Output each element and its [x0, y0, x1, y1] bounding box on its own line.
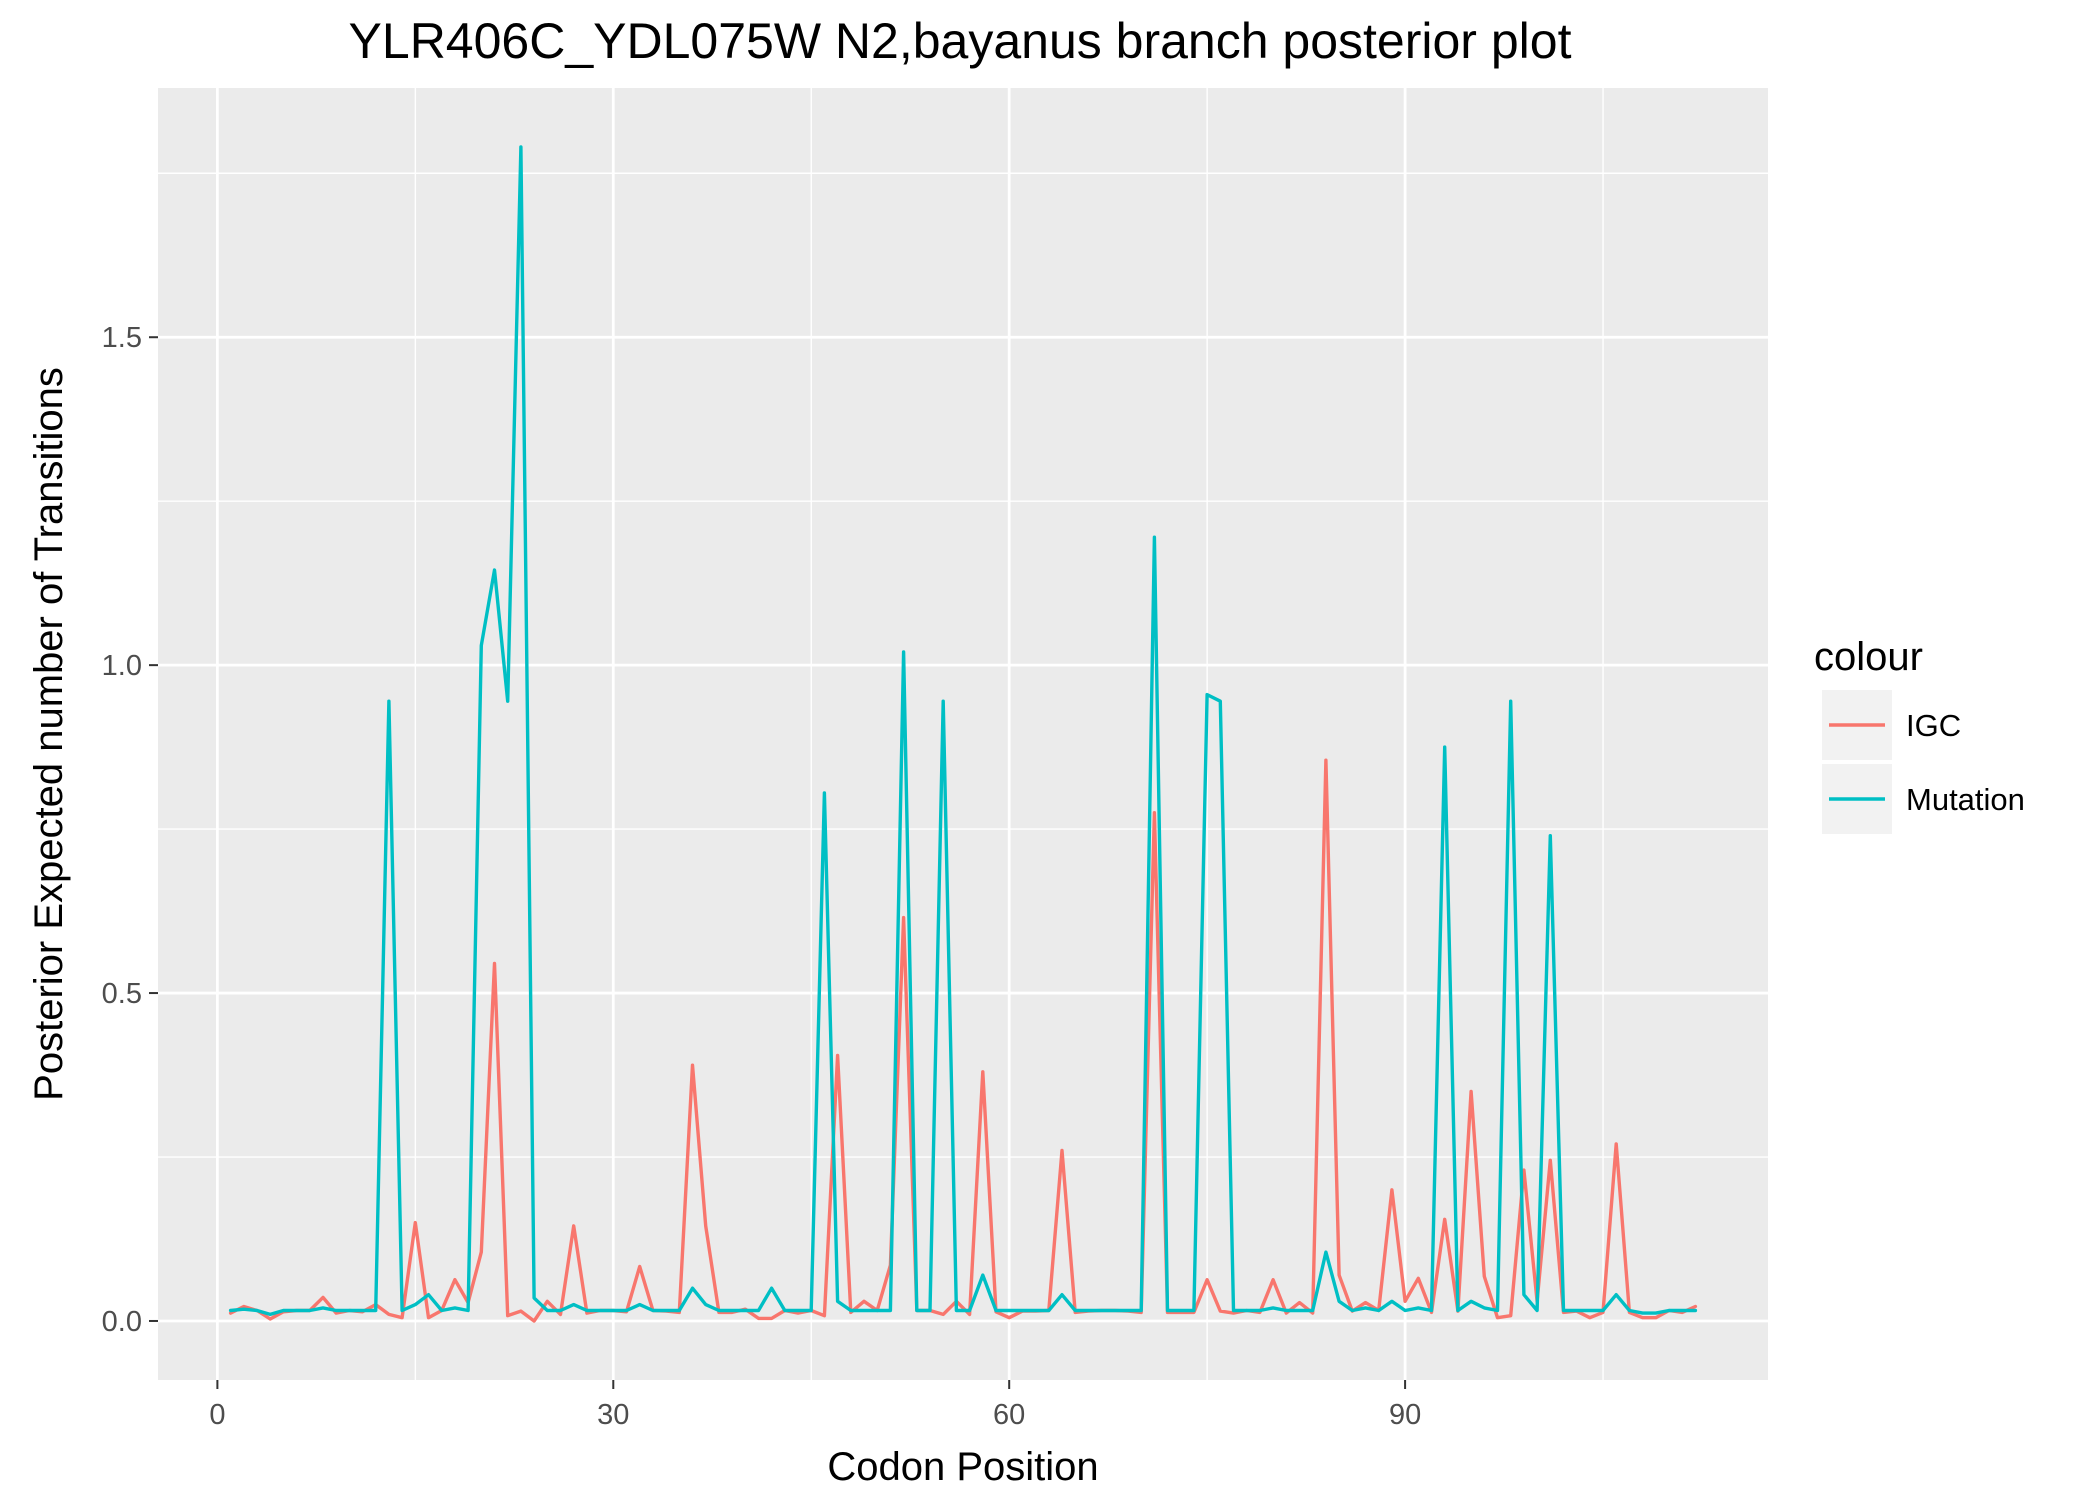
legend-label: Mutation	[1906, 782, 2025, 817]
legend: colour IGC Mutation	[1814, 635, 2025, 834]
y-tick-label: 1.0	[102, 650, 142, 682]
legend-items: IGC Mutation	[1822, 690, 2025, 834]
x-tick-label: 30	[597, 1399, 629, 1431]
legend-label: IGC	[1906, 708, 1961, 743]
y-axis: 0.0 0.5 1.0 1.5	[102, 322, 158, 1338]
y-tick-label: 0.5	[102, 978, 142, 1010]
x-tick-label: 90	[1389, 1399, 1421, 1431]
x-axis: 0 30 60 90	[209, 1380, 1421, 1431]
x-tick-label: 0	[209, 1399, 225, 1431]
chart-title: YLR406C_YDL075W N2,bayanus branch poster…	[349, 13, 1572, 69]
series-line-igc	[228, 758, 1698, 1323]
y-tick-label: 1.5	[102, 322, 142, 354]
legend-title: colour	[1814, 635, 1923, 679]
y-tick-label: 0.0	[102, 1306, 142, 1338]
series-lines	[228, 145, 1698, 1323]
x-axis-label: Codon Position	[827, 1445, 1098, 1489]
series-line-mutation	[228, 145, 1698, 1317]
y-axis-label: Posterior Expected number of Transitions	[27, 367, 71, 1101]
major-gridlines	[158, 88, 1768, 1380]
x-tick-label: 60	[993, 1399, 1025, 1431]
